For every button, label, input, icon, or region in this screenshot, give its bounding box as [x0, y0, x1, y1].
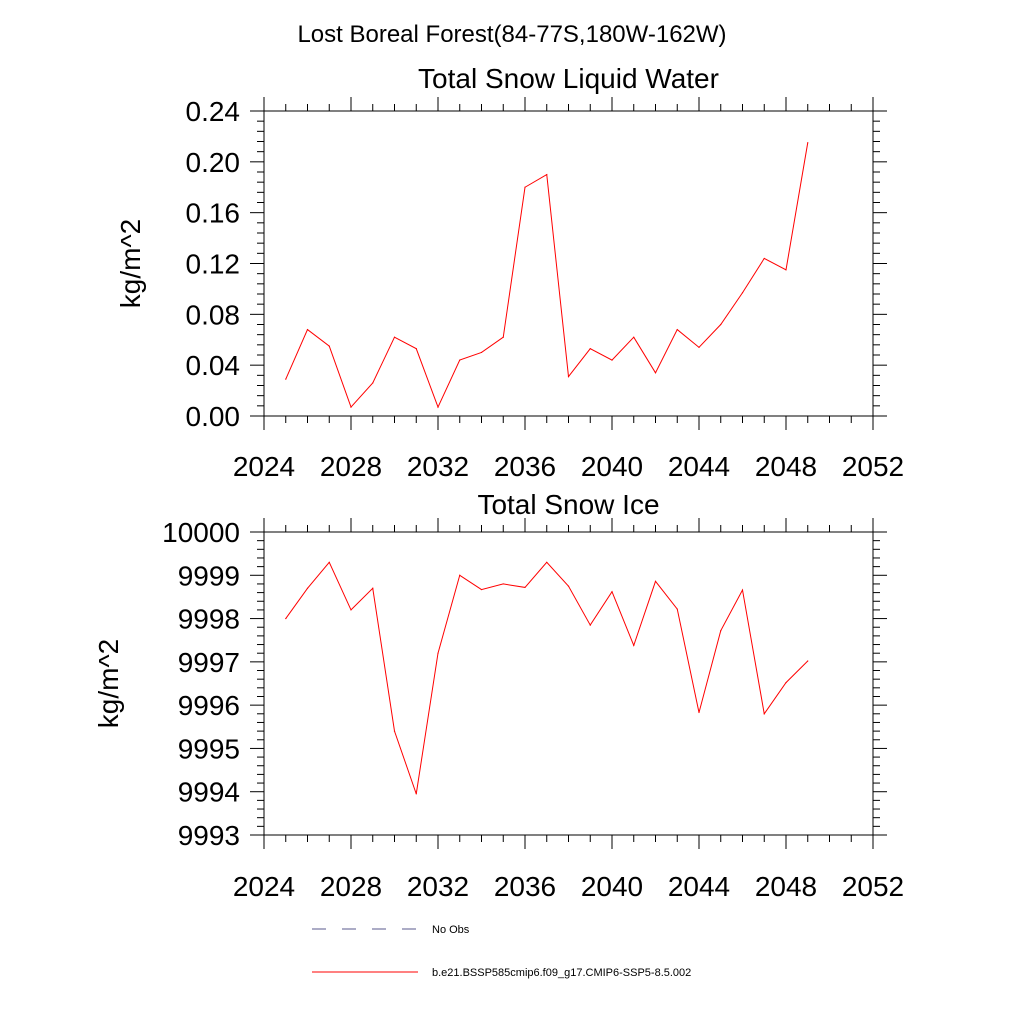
data-point	[741, 292, 744, 294]
x-tick-label: 2024	[233, 871, 295, 902]
x-tick-label: 2028	[320, 451, 382, 482]
data-point	[372, 587, 374, 589]
data-point	[393, 730, 396, 732]
data-point	[306, 587, 309, 589]
data-point	[285, 617, 287, 620]
data-point	[306, 328, 309, 331]
y-tick-label: 0.12	[186, 249, 241, 280]
figure-title: Lost Boreal Forest(84-77S,180W-162W)	[297, 21, 726, 48]
data-point	[807, 660, 809, 662]
data-point	[698, 346, 700, 348]
plot-frame	[263, 531, 874, 836]
data-point	[546, 561, 548, 563]
plot-frame	[263, 110, 874, 417]
y-tick-label: 10000	[162, 517, 240, 548]
x-tick-label: 2052	[842, 451, 904, 482]
data-point	[633, 644, 635, 647]
series-line	[285, 561, 809, 795]
data-point	[546, 173, 548, 176]
data-point	[676, 608, 678, 610]
y-tick-label: 9993	[178, 820, 240, 851]
y-tick-label: 9999	[178, 560, 240, 591]
data-point	[415, 348, 417, 350]
data-point	[502, 336, 504, 338]
legend-label-model: b.e21.BSSP585cmip6.f09_g17.CMIP6-SSP5-8.…	[432, 967, 691, 979]
x-tick-label: 2024	[233, 451, 295, 482]
x-tick-label: 2032	[407, 451, 469, 482]
legend-label-no-obs: No Obs	[432, 924, 470, 936]
panel-snow-liquid-water: Total Snow Liquid Water kg/m^2 2024 2028 203…	[115, 63, 904, 482]
data-point	[785, 269, 787, 271]
x-tick-label: 2040	[581, 451, 643, 482]
x-tick-label: 2044	[668, 451, 730, 482]
y-tick-label: 9994	[178, 777, 240, 808]
data-point	[415, 793, 417, 795]
x-tick-label: 2044	[668, 871, 730, 902]
panel-title: Total Snow Liquid Water	[418, 63, 719, 94]
data-point	[393, 336, 396, 338]
data-point	[589, 348, 591, 350]
data-point	[807, 142, 809, 144]
series-line	[285, 142, 809, 409]
data-point	[611, 591, 613, 593]
data-point	[524, 586, 526, 589]
data-point	[567, 376, 570, 378]
panel-snow-ice: Total Snow Ice kg/m^2 2024 2028 2032 2036 2040…	[93, 489, 904, 902]
y-tick-label: 0.20	[186, 147, 241, 178]
y-tick-label: 9998	[178, 604, 240, 635]
data-point	[437, 652, 439, 654]
data-point	[654, 372, 657, 374]
y-tick-label: 0.00	[186, 401, 241, 432]
data-point	[785, 682, 787, 684]
panel-title: Total Snow Ice	[477, 489, 659, 520]
data-point	[720, 630, 722, 632]
data-point	[459, 359, 461, 361]
data-point	[437, 406, 439, 408]
data-point	[372, 382, 374, 384]
x-tick-label: 2052	[842, 871, 904, 902]
x-tick-label: 2048	[755, 871, 817, 902]
y-tick-label: 0.24	[186, 96, 241, 127]
x-tick-label: 2036	[494, 451, 556, 482]
data-point	[654, 580, 657, 582]
y-axis-label: kg/m^2	[93, 639, 124, 728]
data-point	[741, 589, 744, 591]
data-point	[350, 406, 352, 408]
x-tick-label: 2040	[581, 871, 643, 902]
data-point	[480, 588, 483, 591]
data-point	[502, 583, 504, 585]
data-point	[459, 574, 461, 576]
y-axis-label: kg/m^2	[115, 219, 146, 308]
y-tick-label: 0.16	[186, 198, 241, 229]
data-point	[676, 328, 678, 331]
x-tick-label: 2036	[494, 871, 556, 902]
y-tick-label: 0.04	[186, 350, 241, 381]
data-point	[720, 323, 722, 326]
legend: No Obs b.e21.BSSP585cmip6.f09_g17.CMIP6-…	[312, 924, 691, 979]
data-point	[328, 345, 330, 347]
data-point	[763, 257, 765, 260]
y-tick-label: 9997	[178, 647, 240, 678]
data-point	[285, 378, 287, 380]
data-point	[328, 561, 330, 563]
x-tick-label: 2048	[755, 451, 817, 482]
data-point	[480, 351, 483, 354]
data-point	[633, 336, 635, 338]
y-tick-label: 9996	[178, 690, 240, 721]
data-point	[524, 186, 526, 188]
data-point	[567, 585, 570, 587]
data-point	[589, 624, 591, 626]
x-tick-label: 2028	[320, 871, 382, 902]
y-tick-label: 9995	[178, 733, 240, 764]
y-tick-label: 0.08	[186, 299, 241, 330]
data-point	[611, 359, 613, 361]
data-point	[350, 609, 352, 611]
data-point	[763, 713, 765, 715]
data-point	[698, 711, 700, 714]
x-tick-label: 2032	[407, 871, 469, 902]
